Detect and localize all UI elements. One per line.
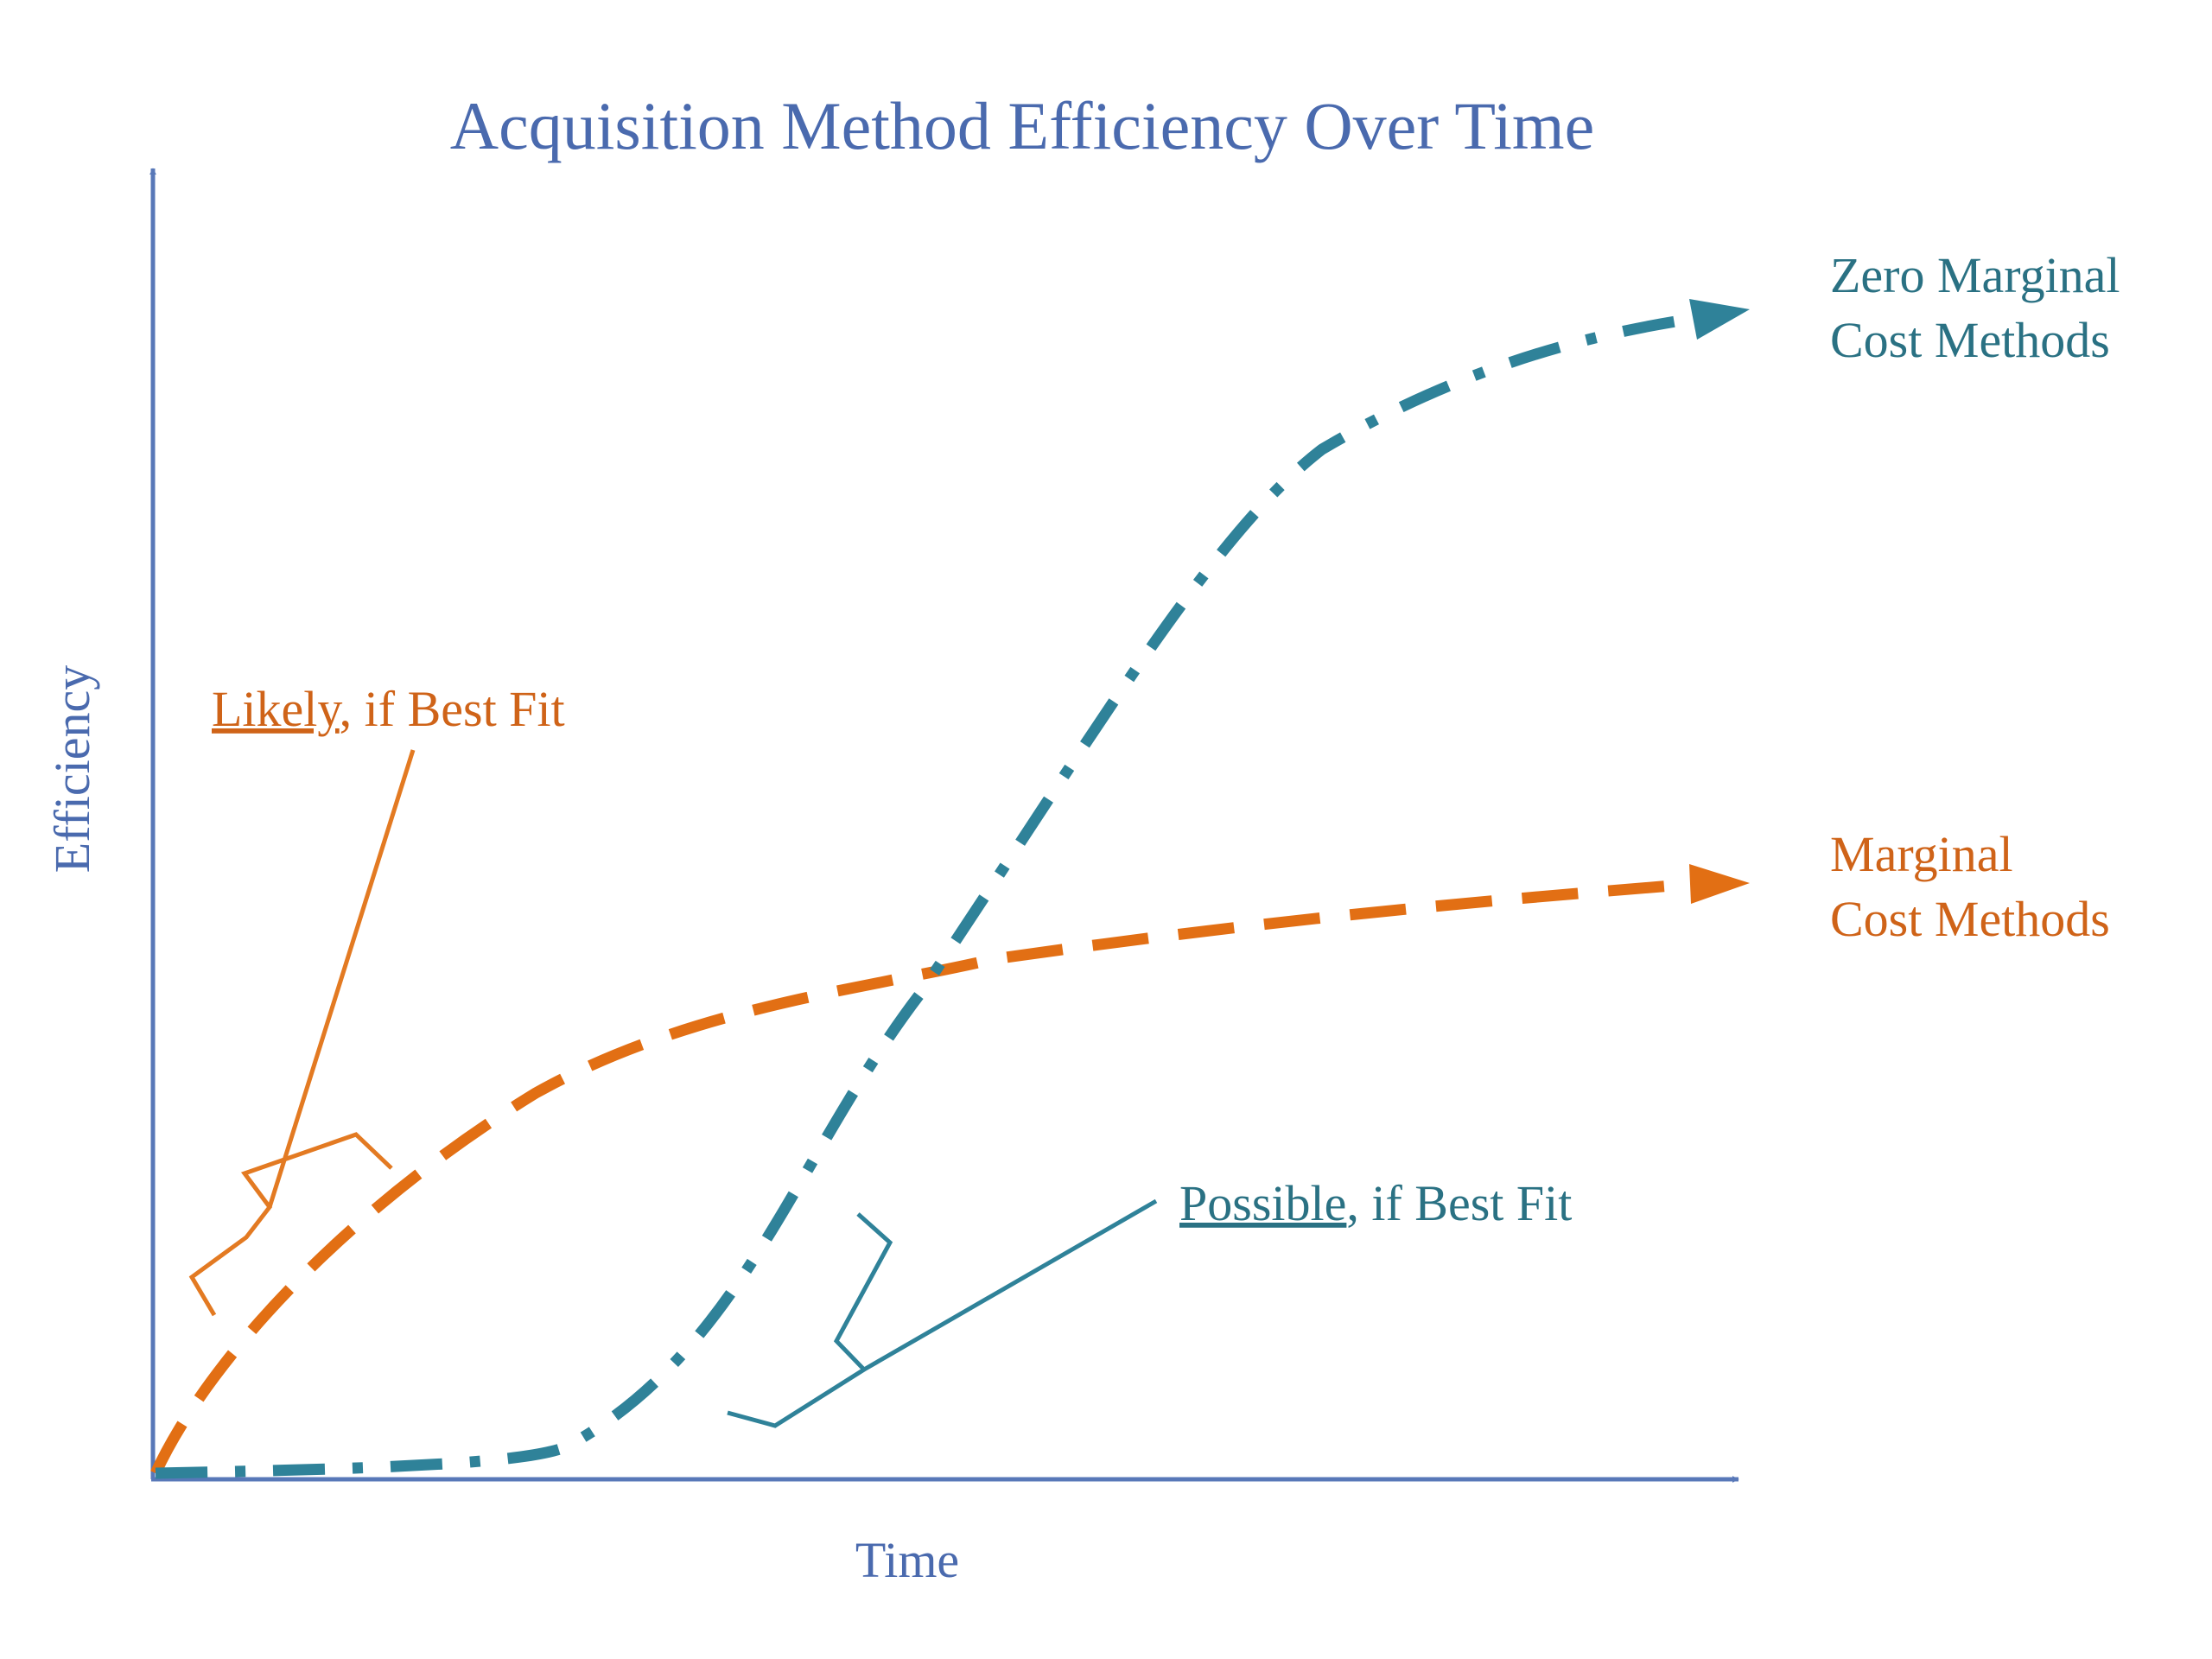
possible-annotation-label: Possible, if Best Fit [1179,1175,1572,1231]
zero-marginal-label-line2: Cost Methods [1830,312,2110,368]
likely-annotation-label: Likely, if Best Fit [212,681,565,737]
possible-bracket [727,1198,1158,1428]
zero-marginal-cost-arrowhead [1689,299,1750,340]
zero-marginal-cost-curve [155,312,1699,1479]
possible-underlined-word: Possible [1179,1175,1346,1231]
zero-marginal-label-line1: Zero Marginal [1830,247,2120,303]
chart-title: Acquisition Method Efficiency Over Time [450,88,1594,163]
possible-rest: , if Best Fit [1346,1175,1572,1231]
likely-bracket [188,749,416,1317]
x-axis-label: Time [855,1532,959,1588]
marginal-cost-curve [150,878,1694,1476]
y-axis-label: Efficiency [44,665,100,873]
likely-rest: , if Best Fit [340,681,565,737]
marginal-label-line2: Cost Methods [1830,891,2110,947]
likely-underlined-word: Likely [212,681,342,737]
marginal-cost-arrowhead [1689,864,1750,904]
marginal-label-line1: Marginal [1830,826,2013,882]
